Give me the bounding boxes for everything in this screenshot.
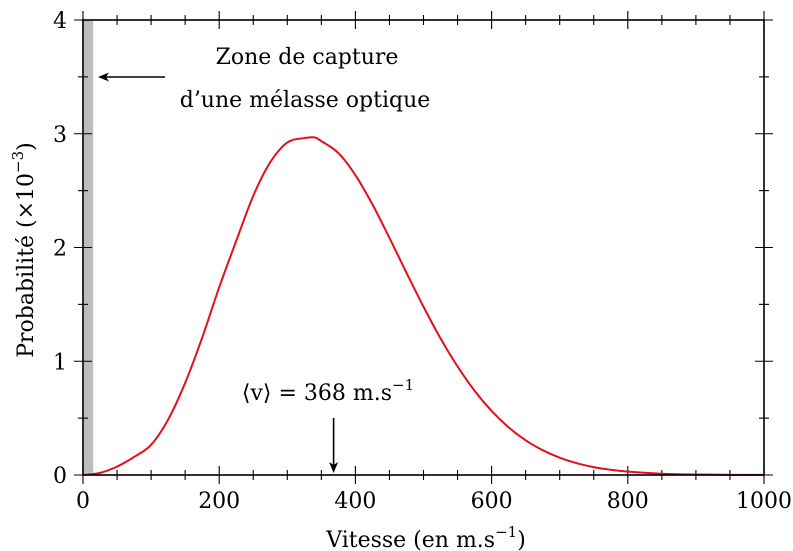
y-axis-label: Probabilité (×10−3) <box>9 142 39 358</box>
x-axis-label-exponent: −1 <box>495 523 517 541</box>
x-tick-label: 200 <box>198 489 240 514</box>
mean-velocity-label-text: ⟨v⟩ = 368 m.s <box>242 381 392 406</box>
x-tick-label: 400 <box>334 489 376 514</box>
capture-zone-arrowhead <box>98 72 109 82</box>
x-axis-label-suffix: ) <box>517 528 526 551</box>
y-tick-label: 3 <box>53 123 67 148</box>
mean-velocity-label: ⟨v⟩ = 368 m.s−1 <box>242 376 414 406</box>
y-tick-label: 4 <box>53 9 67 34</box>
y-axis-label-suffix: ) <box>14 142 39 151</box>
y-axis-label-text: Probabilité (×10 <box>14 173 39 358</box>
y-axis-label-exponent: −3 <box>9 151 27 173</box>
y-tick-label: 0 <box>53 464 67 489</box>
y-tick-label: 1 <box>53 350 67 375</box>
y-tick-labels: 0 1 2 3 4 <box>53 9 67 489</box>
mean-velocity-label-exponent: −1 <box>392 376 414 394</box>
x-tick-label: 800 <box>607 489 649 514</box>
y-tick-label: 2 <box>53 237 67 262</box>
velocity-distribution-curve <box>82 136 765 476</box>
x-tick-label: 600 <box>471 489 513 514</box>
x-tick-label: 0 <box>76 489 90 514</box>
mean-velocity-arrowhead <box>329 462 339 473</box>
plot-frame <box>82 19 765 476</box>
capture-zone-label-line2: d’une mélasse optique <box>180 88 431 113</box>
axis-ticks <box>74 11 773 484</box>
x-tick-labels: 0 200 400 600 800 1000 <box>76 489 792 514</box>
capture-zone-label-line1: Zone de capture <box>216 45 399 70</box>
x-tick-label: 1000 <box>736 489 792 514</box>
x-axis-label: Vitesse (en m.s−1) <box>325 523 526 551</box>
x-axis-label-text: Vitesse (en m.s <box>325 528 495 551</box>
